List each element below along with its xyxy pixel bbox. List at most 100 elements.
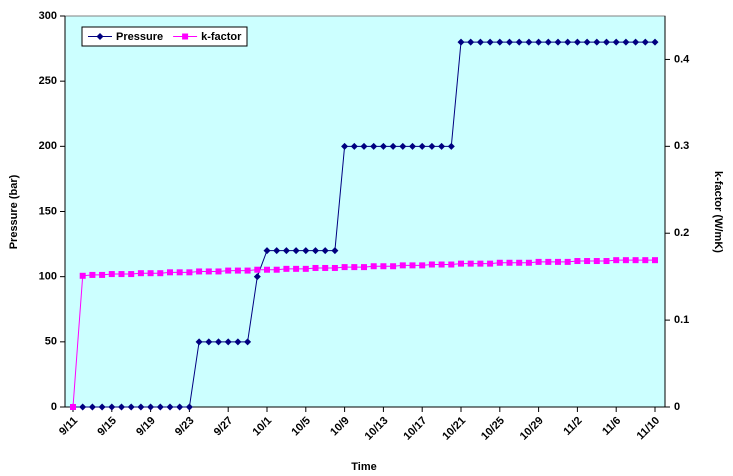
data-point (535, 258, 542, 265)
data-point (379, 142, 387, 150)
legend-label: k-factor (201, 31, 242, 43)
data-point (350, 142, 358, 150)
data-point (486, 38, 494, 46)
data-point (555, 258, 561, 265)
data-point (360, 142, 368, 150)
data-point (496, 38, 504, 46)
data-point (79, 403, 87, 411)
data-point (156, 403, 164, 411)
data-point (506, 38, 513, 46)
data-point (108, 403, 116, 411)
data-point (622, 38, 630, 46)
x-tick-label: 11/2 (561, 415, 584, 438)
data-point (322, 264, 329, 271)
data-point (516, 259, 523, 266)
data-point (554, 38, 562, 46)
x-tick-label: 10/25 (479, 415, 507, 443)
data-point (264, 266, 270, 273)
data-point (137, 403, 145, 411)
x-tick-label: 11/6 (600, 415, 623, 438)
data-point (632, 257, 639, 264)
data-point (593, 258, 600, 265)
data-point (215, 268, 222, 275)
x-tick-label: 9/23 (173, 415, 197, 439)
x-tick-label: 10/21 (440, 415, 468, 443)
data-point (88, 403, 96, 411)
data-point (118, 403, 125, 411)
legend-marker (182, 33, 189, 40)
data-point (603, 38, 610, 46)
y2-tick-label: 0.1 (674, 314, 689, 326)
data-point (641, 38, 649, 46)
x-tick-label: 10/9 (328, 415, 352, 439)
data-point (457, 38, 465, 46)
x-tick-label: 9/27 (212, 415, 236, 439)
y2-tick-label: 0 (674, 401, 680, 413)
data-point (399, 262, 406, 269)
data-point (98, 403, 106, 411)
data-point (273, 247, 281, 255)
data-point (147, 270, 154, 277)
data-point (525, 38, 533, 46)
data-point (525, 259, 532, 266)
data-point (389, 142, 397, 150)
data-point (302, 247, 310, 255)
data-point (157, 270, 164, 277)
data-point (476, 38, 484, 46)
data-point (341, 142, 349, 150)
data-point (370, 263, 377, 270)
data-point (118, 271, 125, 278)
data-point (544, 38, 552, 46)
y-tick-label: 50 (45, 336, 57, 348)
data-point (292, 247, 300, 255)
data-point (185, 403, 193, 411)
x-tick-label: 9/11 (57, 415, 80, 438)
data-point (273, 266, 280, 273)
data-point (176, 403, 184, 411)
data-point (215, 338, 222, 346)
data-point (147, 403, 155, 411)
data-point (409, 262, 416, 269)
x-tick-label: 9/15 (95, 415, 119, 439)
legend-marker (96, 33, 104, 40)
data-point (535, 38, 543, 46)
data-point (176, 269, 183, 276)
data-point (419, 262, 426, 269)
data-point (263, 247, 271, 255)
data-point (128, 271, 135, 278)
y-tick-label: 200 (39, 140, 57, 152)
data-point (399, 142, 407, 150)
data-point (361, 264, 367, 271)
data-point (195, 338, 203, 346)
data-point (205, 268, 212, 275)
data-point (167, 269, 173, 276)
data-point (370, 142, 378, 150)
data-point (244, 338, 252, 346)
y-tick-label: 0 (51, 401, 57, 413)
data-point (458, 260, 464, 267)
data-point (564, 258, 571, 265)
data-point (428, 142, 436, 150)
data-point (331, 247, 339, 255)
data-point (127, 403, 135, 411)
x-axis-title: Time (351, 461, 376, 473)
data-point (302, 265, 309, 272)
data-point (448, 261, 455, 268)
data-point (234, 338, 242, 346)
data-point (438, 142, 446, 150)
data-point (166, 403, 174, 411)
y-tick-label: 100 (39, 271, 57, 283)
x-tick-label: 10/5 (289, 415, 313, 439)
data-point (584, 258, 591, 265)
legend-label: Pressure (116, 31, 163, 43)
data-point (99, 271, 106, 278)
data-point (282, 247, 290, 255)
data-point (244, 267, 251, 274)
data-point (612, 38, 620, 46)
data-point (351, 264, 358, 271)
y2-tick-label: 0.3 (674, 140, 689, 152)
data-point (341, 264, 348, 271)
data-point (224, 338, 232, 346)
y-tick-label: 150 (39, 205, 57, 217)
